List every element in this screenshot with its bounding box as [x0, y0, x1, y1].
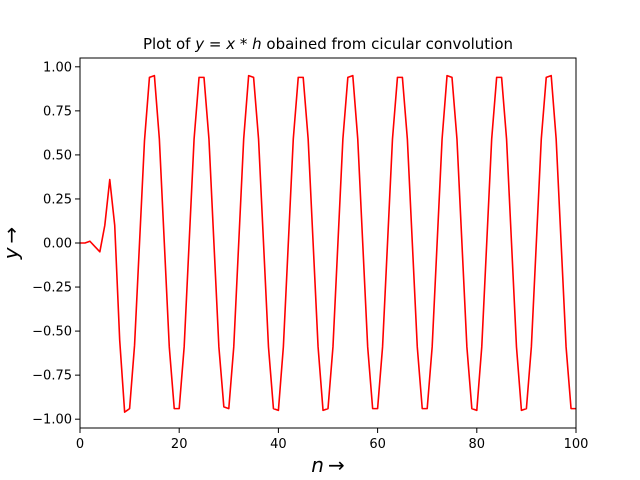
x-tick-label: 40 — [270, 437, 287, 452]
y-axis-ticks: −1.00 −0.75 −0.50 −0.25 0.00 0.25 0.50 0.75 1.00 — [32, 60, 80, 428]
y-tick-label: −1.00 — [32, 413, 72, 428]
y-tick-label: 0.50 — [43, 148, 72, 163]
y-tick-label: −0.50 — [32, 325, 72, 340]
y-tick-label: −0.75 — [32, 369, 72, 384]
x-tick-label: 20 — [171, 437, 188, 452]
y-tick-label: −0.25 — [32, 281, 72, 296]
x-axis-label: n → — [311, 453, 344, 477]
series-line — [80, 74, 576, 413]
y-axis-label: y→ — [0, 227, 23, 261]
x-tick-label: 80 — [469, 437, 486, 452]
y-tick-label: 0.75 — [43, 104, 72, 119]
y-tick-label: 0.25 — [43, 192, 72, 207]
x-tick-label: 100 — [564, 437, 589, 452]
x-tick-label: 60 — [369, 437, 386, 452]
x-axis-ticks: 0 20 40 60 80 100 — [76, 428, 589, 452]
y-tick-label: 0.00 — [43, 237, 72, 252]
y-tick-label: 1.00 — [43, 60, 72, 75]
chart-title: Plot of y = x * h obained from cicular c… — [143, 35, 513, 53]
plot-frame — [79, 57, 577, 429]
x-tick-label: 0 — [76, 437, 84, 452]
